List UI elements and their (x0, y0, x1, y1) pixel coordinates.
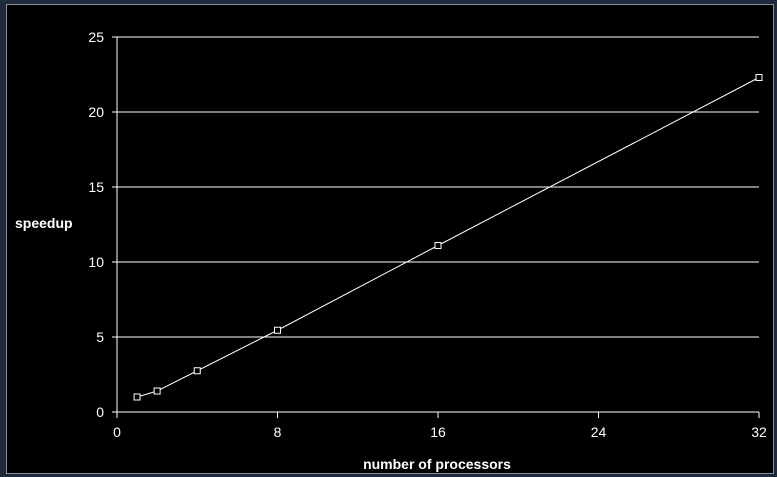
gridlines (117, 36, 759, 338)
x-axis-title: number of processors (363, 456, 511, 472)
y-tick-label-15: 15 (88, 179, 104, 195)
x-tick-label-8: 8 (274, 424, 282, 440)
y-tick-label-0: 0 (96, 404, 104, 420)
series-speedup (133, 74, 763, 401)
axes (112, 36, 760, 418)
y-tick-label-25: 25 (88, 29, 104, 45)
x-tick-label-32: 32 (751, 424, 767, 440)
y-tick-label-20: 20 (88, 104, 104, 120)
x-tick-label-24: 24 (591, 424, 607, 440)
data-point-1 (133, 393, 141, 401)
data-point-32 (755, 74, 763, 81)
x-tick-labels: 0 8 16 24 32 (113, 424, 767, 440)
data-point-4 (193, 367, 201, 375)
data-point-2 (153, 387, 161, 395)
x-tick-label-0: 0 (113, 424, 121, 440)
data-point-8 (274, 326, 281, 334)
y-tick-labels: 0 5 10 15 20 25 (88, 29, 104, 420)
y-axis-title: speedup (15, 215, 73, 231)
y-tick-label-5: 5 (96, 329, 104, 345)
data-point-16 (434, 242, 442, 249)
x-tick-label-16: 16 (430, 424, 446, 440)
y-tick-label-10: 10 (88, 254, 104, 270)
series-line (136, 77, 760, 398)
